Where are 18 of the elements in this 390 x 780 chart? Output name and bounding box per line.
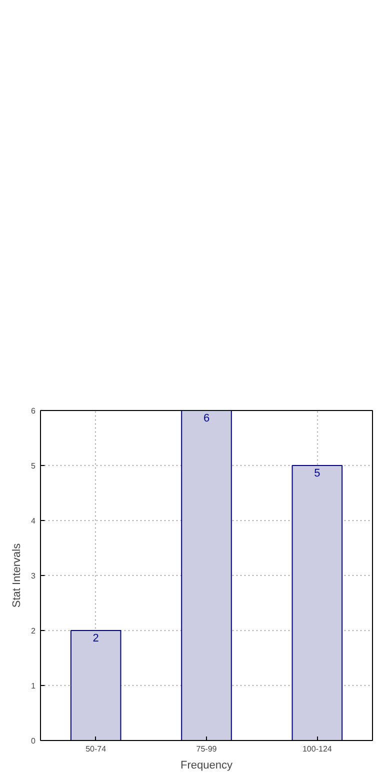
- data-label: 2: [92, 632, 99, 644]
- data-label: 5: [314, 468, 320, 480]
- y-tick-label: 6: [31, 406, 36, 416]
- y-tick-label: 1: [31, 682, 36, 690]
- bar: [292, 465, 343, 740]
- y-tick-label: 4: [31, 516, 36, 526]
- x-axis-title: Frequency: [180, 760, 233, 772]
- y-tick-label: 5: [31, 462, 36, 470]
- bar: [181, 410, 232, 740]
- x-tick-label: 50-74: [86, 744, 107, 754]
- data-label: 6: [203, 412, 210, 424]
- x-tick-label: 100-124: [302, 744, 332, 754]
- y-tick-label: 0: [31, 736, 36, 746]
- x-tick-label: 75-99: [196, 744, 218, 754]
- bar: [70, 630, 122, 740]
- y-tick-label: 3: [31, 572, 36, 580]
- y-tick-label: 2: [31, 626, 36, 636]
- y-axis-title: Stat Intervals: [11, 542, 24, 608]
